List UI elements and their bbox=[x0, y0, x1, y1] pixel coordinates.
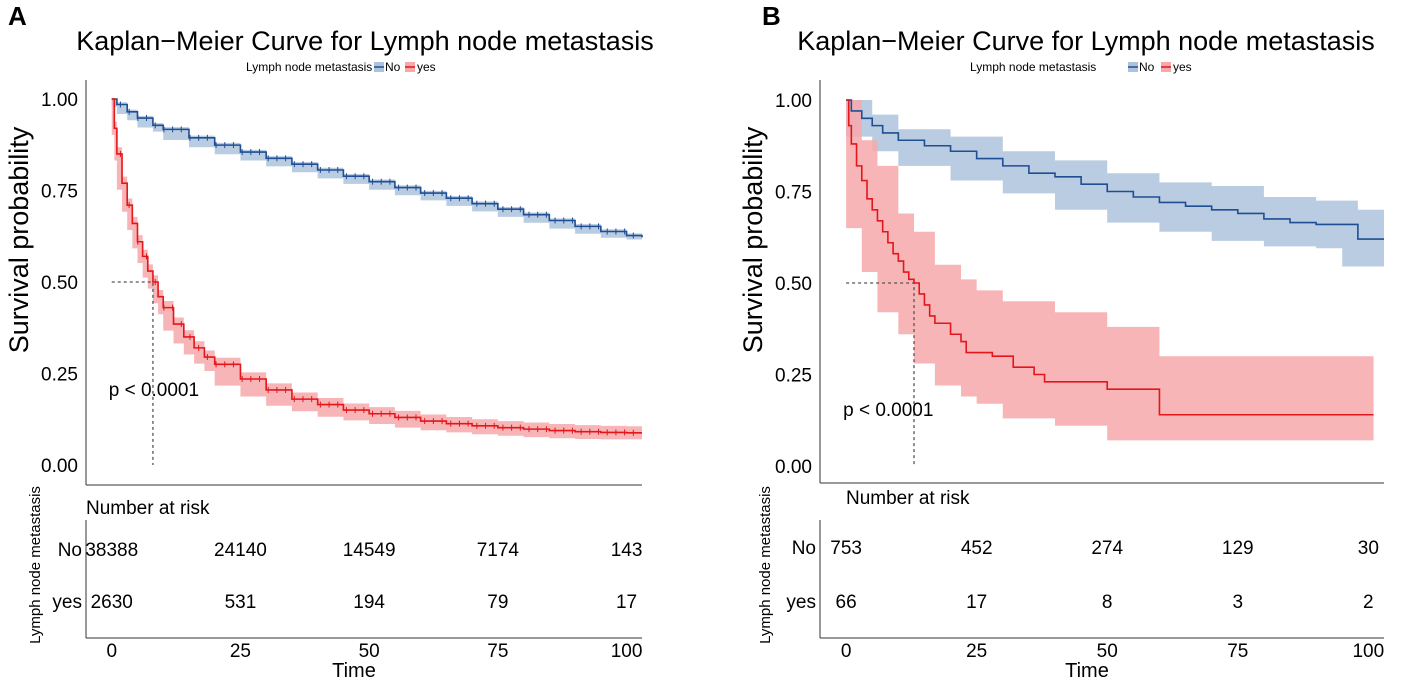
y-axis-label: Survival probability bbox=[4, 126, 34, 353]
x-tick-label: 0 bbox=[841, 641, 852, 662]
p-value-label: p < 0.0001 bbox=[843, 400, 933, 421]
x-tick-label: 50 bbox=[359, 641, 380, 662]
risk-count: 452 bbox=[961, 538, 993, 559]
x-tick-label: 100 bbox=[1352, 641, 1384, 662]
risk-count: 24140 bbox=[214, 540, 267, 561]
risk-count: 17 bbox=[966, 592, 987, 613]
chart-title: Kaplan−Meier Curve for Lymph node metast… bbox=[797, 26, 1375, 56]
legend-entry-yes: yes bbox=[1173, 60, 1192, 74]
panel-B: B Kaplan−Meier Curve for Lymph node metas… bbox=[738, 1, 1384, 682]
x-tick-label: 25 bbox=[966, 641, 987, 662]
y-tick-label: 0.75 bbox=[41, 182, 78, 203]
legend-entry-no: No bbox=[385, 60, 401, 74]
risk-count: 753 bbox=[830, 538, 862, 559]
ci-band-yes bbox=[846, 100, 1374, 441]
x-tick-label: 0 bbox=[106, 641, 117, 662]
x-axis-label: Time bbox=[332, 660, 376, 682]
x-axis-label: Time bbox=[1065, 660, 1109, 682]
x-tick-label: 50 bbox=[1097, 641, 1118, 662]
risk-table-title: Number at risk bbox=[86, 498, 210, 519]
risk-count: 79 bbox=[487, 592, 508, 613]
legend-title: Lymph node metastasis bbox=[970, 60, 1096, 74]
ci-band-no bbox=[846, 100, 1384, 267]
risk-count: 8 bbox=[1102, 592, 1113, 613]
risk-count: 3 bbox=[1232, 592, 1243, 613]
risk-count: 17 bbox=[616, 592, 637, 613]
y-tick-label: 0.50 bbox=[775, 274, 812, 295]
legend-entry-yes: yes bbox=[417, 60, 436, 74]
y-tick-label: 0.00 bbox=[41, 456, 78, 477]
x-tick-label: 100 bbox=[611, 641, 643, 662]
risk-count: 194 bbox=[353, 592, 385, 613]
y-tick-label: 0.75 bbox=[775, 183, 812, 204]
legend-entry-no: No bbox=[1139, 60, 1155, 74]
risk-count: 143 bbox=[611, 540, 643, 561]
median-survival-line bbox=[111, 281, 154, 465]
survival-curve-no bbox=[111, 98, 643, 238]
risk-count: 2630 bbox=[91, 592, 133, 613]
risk-count: 531 bbox=[225, 592, 257, 613]
risk-group-yes: yes bbox=[786, 592, 816, 613]
risk-table: Number at risk Lymph node metastasis No 383… bbox=[27, 486, 642, 644]
risk-table-ylabel: Lymph node metastasis bbox=[757, 486, 774, 644]
risk-table-ylabel: Lymph node metastasis bbox=[27, 486, 44, 644]
risk-count: 129 bbox=[1222, 538, 1254, 559]
y-tick-label: 0.00 bbox=[775, 457, 812, 478]
x-tick-label: 75 bbox=[1227, 641, 1248, 662]
risk-table-title: Number at risk bbox=[846, 488, 970, 509]
x-tick-label: 25 bbox=[230, 641, 251, 662]
y-axis-label: Survival probability bbox=[738, 126, 768, 353]
risk-count: 7174 bbox=[477, 540, 520, 561]
p-value-label: p < 0.0001 bbox=[109, 380, 199, 401]
risk-count: 38388 bbox=[85, 540, 138, 561]
y-tick-label: 0.25 bbox=[41, 365, 78, 386]
y-tick-label: 0.50 bbox=[41, 273, 78, 294]
risk-count: 2 bbox=[1363, 592, 1374, 613]
survival-curve-yes bbox=[111, 98, 642, 434]
y-tick-label: 1.00 bbox=[775, 91, 812, 112]
legend-title: Lymph node metastasis bbox=[246, 60, 372, 74]
risk-group-no: No bbox=[58, 540, 82, 561]
risk-count: 14549 bbox=[343, 540, 396, 561]
risk-count: 66 bbox=[836, 592, 857, 613]
ci-band-no bbox=[111, 99, 643, 240]
x-tick-label: 75 bbox=[487, 641, 508, 662]
panel-letter: B bbox=[762, 1, 781, 31]
legend: Lymph node metastasis No yes bbox=[970, 60, 1192, 74]
y-tick-label: 1.00 bbox=[41, 90, 78, 111]
risk-count: 274 bbox=[1091, 538, 1123, 559]
legend: Lymph node metastasis No yes bbox=[246, 60, 436, 74]
risk-table: Number at risk Lymph node metastasis No 753… bbox=[757, 486, 1384, 644]
panel-letter: A bbox=[8, 1, 27, 31]
panel-A: A Kaplan−Meier Curve for Lymph node metas… bbox=[4, 1, 654, 682]
survival-curve-no bbox=[846, 99, 1384, 240]
chart-title: Kaplan−Meier Curve for Lymph node metast… bbox=[76, 26, 654, 56]
risk-count: 30 bbox=[1358, 538, 1379, 559]
risk-group-no: No bbox=[792, 538, 816, 559]
survival-curve-yes bbox=[846, 99, 1374, 416]
risk-group-yes: yes bbox=[52, 592, 82, 613]
y-tick-label: 0.25 bbox=[775, 366, 812, 387]
